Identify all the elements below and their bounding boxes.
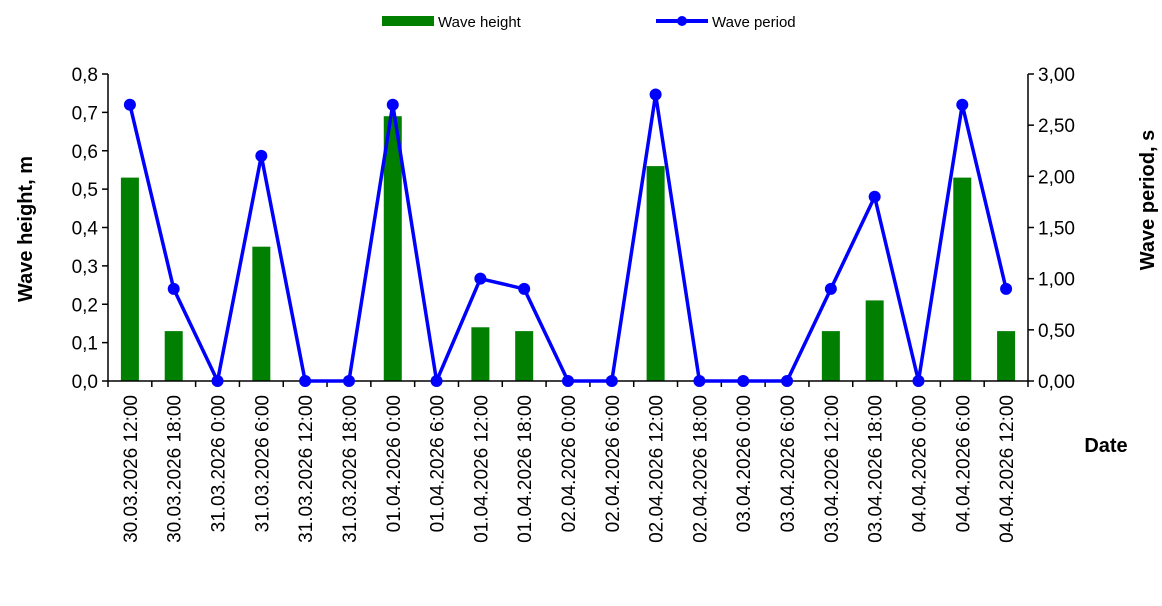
x-tick-label: 03.04.2026 0:00	[734, 395, 755, 532]
point-wave-period	[123, 98, 136, 111]
x-tick-label: 02.04.2026 12:00	[647, 395, 668, 543]
x-tick-label: 02.04.2026 6:00	[603, 395, 624, 532]
bar-wave-height	[164, 331, 183, 381]
x-axis-title: Date	[1084, 435, 1127, 457]
point-wave-period	[868, 190, 881, 203]
y-tick-label-right: 3,00	[1038, 65, 1075, 86]
y-tick-label-left: 0,5	[72, 180, 98, 201]
legend-label-wave-height: Wave height	[438, 14, 522, 31]
point-wave-period	[342, 375, 355, 387]
point-wave-period	[605, 375, 618, 387]
x-tick-label: 01.04.2026 6:00	[428, 395, 449, 532]
point-wave-period	[912, 375, 925, 387]
point-wave-period	[956, 98, 969, 111]
y-tick-label-left: 0,4	[72, 219, 99, 240]
x-tick-label: 01.04.2026 12:00	[471, 395, 492, 543]
y-tick-label-left: 0,0	[72, 372, 98, 393]
point-wave-period	[386, 98, 399, 111]
point-wave-period	[737, 375, 750, 387]
point-wave-period	[649, 88, 662, 101]
x-tick-label: 04.04.2026 6:00	[953, 395, 974, 532]
y-axis-title-right: Wave period, s	[1137, 130, 1159, 270]
bar-wave-height	[383, 116, 402, 382]
x-tick-label: 02.04.2026 0:00	[559, 395, 580, 532]
y-axis-title-left: Wave height, m	[15, 156, 37, 302]
bar-wave-height	[646, 166, 665, 381]
point-wave-period	[518, 282, 531, 295]
plot-area: 0,0 0,1 0,2 0,3 0,4 0,5 0,6 0,7 0,8 0,00 0,50 1,00 1…	[72, 65, 1075, 543]
x-tick-label: 04.04.2026 0:00	[909, 395, 930, 532]
y-tick-label-right: 1,50	[1038, 219, 1075, 240]
point-wave-period	[693, 375, 706, 387]
point-wave-period	[211, 375, 224, 387]
y-tick-label-left: 0,7	[72, 103, 98, 124]
x-tick-label: 30.03.2026 12:00	[121, 395, 142, 543]
bar-wave-height	[953, 177, 972, 381]
point-wave-period	[430, 375, 443, 387]
y-tick-label-left: 0,2	[72, 295, 98, 316]
legend-swatch-wave-period-marker	[677, 16, 687, 26]
legend: Wave height Wave period	[382, 14, 796, 31]
point-wave-period	[1000, 282, 1013, 295]
bar-wave-height	[471, 327, 490, 381]
x-tick-label: 01.04.2026 18:00	[515, 395, 536, 543]
x-tick-label: 02.04.2026 18:00	[690, 395, 711, 543]
y-tick-label-right: 2,00	[1038, 167, 1075, 188]
y-tick-label-right: 0,00	[1038, 372, 1075, 393]
x-tick-label: 31.03.2026 18:00	[340, 395, 361, 543]
point-wave-period	[824, 282, 837, 295]
x-tick-label: 03.04.2026 18:00	[866, 395, 887, 543]
y-tick-label-left: 0,6	[72, 142, 98, 163]
legend-swatch-wave-height	[382, 16, 434, 26]
point-wave-period	[781, 375, 794, 387]
point-wave-period	[299, 375, 312, 387]
y-tick-label-left: 0,1	[72, 334, 98, 355]
point-wave-period	[255, 149, 268, 162]
x-tick-label: 03.04.2026 6:00	[778, 395, 799, 532]
point-wave-period	[474, 272, 487, 285]
bar-wave-height	[821, 331, 840, 381]
bar-wave-height	[120, 177, 139, 381]
bar-wave-height	[252, 246, 271, 381]
bar-wave-height	[865, 300, 884, 381]
x-tick-label: 30.03.2026 18:00	[165, 395, 186, 543]
y-tick-label-right: 1,00	[1038, 270, 1075, 291]
x-tick-label: 31.03.2026 6:00	[252, 395, 273, 532]
y-tick-label-right: 0,50	[1038, 321, 1075, 342]
x-tick-label: 01.04.2026 0:00	[384, 395, 405, 532]
x-tick-label: 04.04.2026 12:00	[997, 395, 1018, 543]
bar-wave-height	[515, 331, 534, 381]
x-tick-label: 31.03.2026 0:00	[209, 395, 230, 532]
bar-wave-height	[997, 331, 1016, 381]
x-tick-label: 03.04.2026 12:00	[822, 395, 843, 543]
point-wave-period	[167, 282, 180, 295]
y-tick-label-left: 0,3	[72, 257, 98, 278]
legend-label-wave-period: Wave period	[712, 14, 796, 31]
point-wave-period	[562, 375, 574, 387]
y-tick-label-right: 2,50	[1038, 116, 1075, 137]
y-tick-label-left: 0,8	[72, 65, 98, 86]
x-tick-label: 31.03.2026 12:00	[296, 395, 317, 543]
